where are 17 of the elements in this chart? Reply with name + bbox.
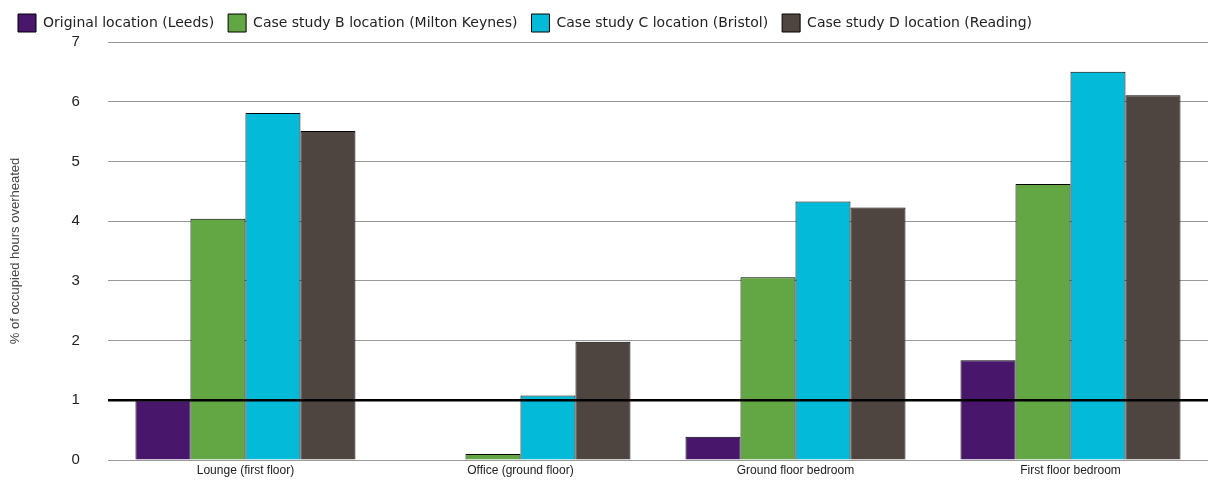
y-tick-label: 1	[71, 390, 80, 408]
x-tick-label: Ground floor bedroom	[736, 462, 855, 477]
y-tick-label: 2	[71, 330, 80, 348]
y-tick-label: 3	[71, 271, 80, 288]
x-tick-label: First floor bedroom	[1020, 462, 1121, 477]
x-tick-label: Lounge (first floor)	[196, 462, 295, 477]
y-tick-label: 5	[71, 151, 80, 169]
y-tick-label: 6	[71, 91, 80, 109]
x-tick-label: Office (ground floor)	[467, 462, 574, 477]
legend-label: Original location (Leeds)	[43, 13, 215, 30]
legend-label: Case study B location (Milton Keynes)	[253, 13, 518, 30]
legend-label: Case study C location (Bristol)	[556, 13, 769, 30]
y-tick-label: 4	[71, 211, 80, 229]
y-tick-label: 0	[71, 450, 80, 468]
legend-label: Case study D location (Reading)	[807, 13, 1033, 30]
y-axis-title: % of occupied hours overheated	[7, 157, 23, 345]
y-tick-label: 7	[71, 32, 80, 50]
